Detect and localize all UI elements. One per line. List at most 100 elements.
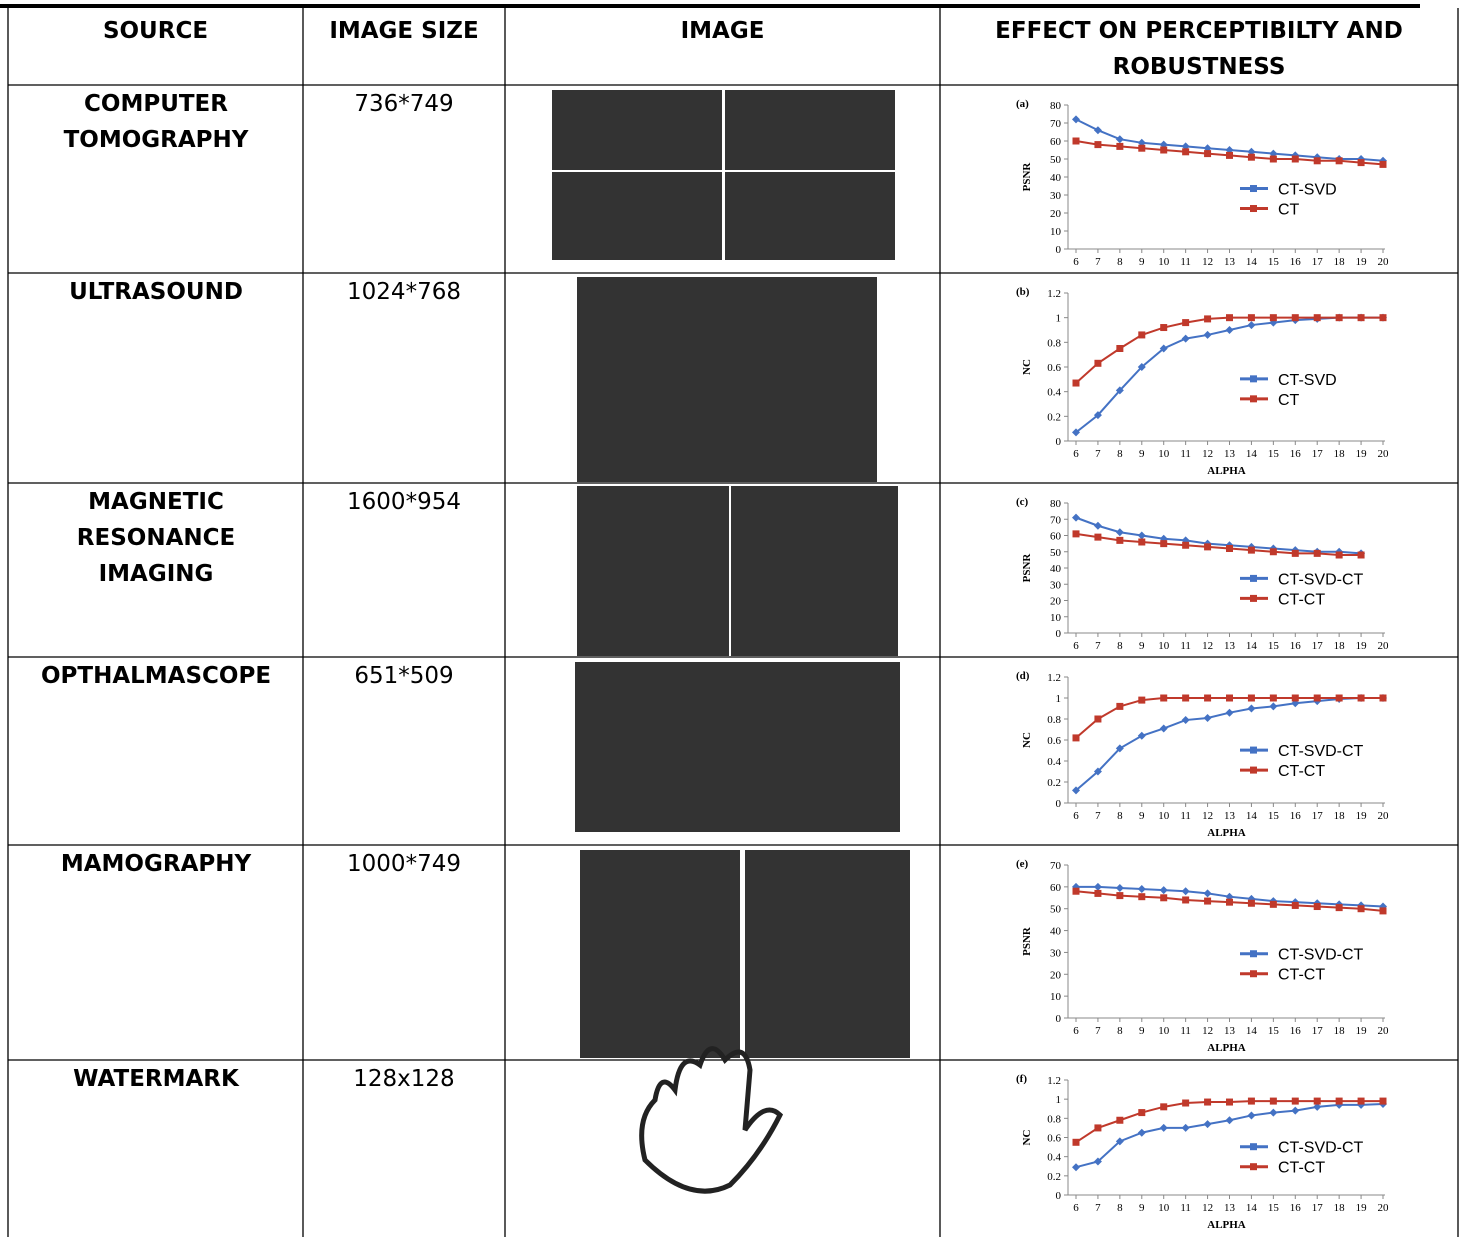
legend-label: CT-SVD-CT	[1278, 1140, 1364, 1157]
y-tick-label: 60	[1050, 882, 1062, 894]
point	[1248, 547, 1255, 554]
point	[1138, 539, 1145, 546]
y-tick-label: 0.8	[1047, 1113, 1061, 1125]
x-tick-label: 10	[1158, 810, 1170, 822]
point	[1072, 514, 1080, 522]
point	[1182, 896, 1189, 903]
x-tick-label: 7	[1095, 640, 1101, 652]
legend-label: CT-CT	[1278, 591, 1325, 608]
point	[1116, 345, 1123, 352]
y-tick-label: 0.2	[1047, 411, 1061, 423]
point	[1226, 709, 1234, 717]
point	[1314, 903, 1321, 910]
source-cell: MAMOGRAPHY	[61, 851, 252, 877]
legend-marker	[1250, 575, 1257, 582]
chart-label: (c)	[1016, 496, 1029, 508]
chart-label: (d)	[1016, 670, 1030, 682]
point	[1094, 126, 1102, 134]
x-tick-label: 10	[1158, 256, 1170, 268]
point	[1138, 1109, 1145, 1116]
x-tick-label: 19	[1356, 1202, 1368, 1214]
point	[1160, 886, 1168, 894]
legend-marker	[1250, 767, 1257, 774]
point	[1314, 157, 1321, 164]
x-tick-label: 16	[1290, 640, 1302, 652]
header-cell: IMAGE SIZE	[329, 18, 478, 44]
point	[1116, 703, 1123, 710]
x-tick-label: 18	[1334, 810, 1346, 822]
x-tick-label: 13	[1224, 810, 1236, 822]
y-tick-label: 10	[1050, 991, 1062, 1003]
x-tick-label: 11	[1180, 1025, 1191, 1037]
x-tick-label: 20	[1378, 640, 1390, 652]
x-tick-label: 17	[1312, 448, 1324, 460]
x-tick-label: 9	[1139, 640, 1145, 652]
point	[1292, 314, 1299, 321]
x-tick-label: 20	[1378, 256, 1390, 268]
x-tick-label: 20	[1378, 1202, 1390, 1214]
x-tick-label: 11	[1180, 640, 1191, 652]
y-tick-label: 1.2	[1047, 288, 1061, 300]
point	[1204, 1099, 1211, 1106]
x-tick-label: 9	[1139, 810, 1145, 822]
x-tick-label: 7	[1095, 1025, 1101, 1037]
x-tick-label: 6	[1073, 640, 1079, 652]
y-tick-label: 0	[1056, 244, 1062, 256]
point	[1138, 532, 1146, 540]
point	[1204, 543, 1211, 550]
legend-label: CT-SVD-CT	[1278, 571, 1364, 588]
x-tick-label: 15	[1268, 810, 1280, 822]
x-tick-label: 12	[1202, 810, 1213, 822]
legend-marker	[1250, 747, 1257, 754]
x-tick-label: 8	[1117, 1202, 1123, 1214]
point	[1182, 319, 1189, 326]
x-tick-label: 6	[1073, 810, 1079, 822]
x-tick-label: 13	[1224, 448, 1236, 460]
point	[1182, 542, 1189, 549]
point	[1226, 152, 1233, 159]
y-tick-label: 0	[1056, 436, 1062, 448]
y-axis-label: NC	[1021, 359, 1033, 375]
image-placeholder	[577, 486, 729, 656]
point	[1182, 335, 1190, 343]
x-tick-label: 14	[1246, 448, 1258, 460]
point	[1094, 522, 1102, 530]
point	[1094, 883, 1102, 891]
point	[1248, 900, 1255, 907]
chart-label: (b)	[1016, 286, 1030, 298]
x-tick-label: 18	[1334, 640, 1346, 652]
x-tick-label: 7	[1095, 448, 1101, 460]
point	[1358, 695, 1365, 702]
x-tick-label: 20	[1378, 810, 1390, 822]
size-cell: 736*749	[354, 91, 453, 117]
x-tick-label: 14	[1246, 810, 1258, 822]
x-tick-label: 6	[1073, 1025, 1079, 1037]
x-tick-label: 11	[1180, 810, 1191, 822]
point	[1380, 314, 1387, 321]
point	[1358, 552, 1365, 559]
point	[1116, 528, 1124, 536]
x-tick-label: 12	[1202, 1202, 1213, 1214]
x-tick-label: 9	[1139, 448, 1145, 460]
point	[1204, 1120, 1212, 1128]
point	[1380, 695, 1387, 702]
header-cell: IMAGE	[681, 18, 765, 44]
y-tick-label: 50	[1050, 154, 1062, 166]
point	[1380, 161, 1387, 168]
x-tick-label: 15	[1268, 640, 1280, 652]
y-tick-label: 0.8	[1047, 714, 1061, 726]
point	[1358, 314, 1365, 321]
point	[1270, 314, 1277, 321]
legend-marker	[1250, 375, 1257, 382]
source-cell: RESONANCE	[77, 525, 235, 551]
point	[1160, 695, 1167, 702]
point	[1226, 695, 1233, 702]
y-tick-label: 0.4	[1047, 756, 1061, 768]
y-tick-label: 1.2	[1047, 1075, 1061, 1087]
x-tick-label: 13	[1224, 1025, 1236, 1037]
x-tick-label: 12	[1202, 1025, 1213, 1037]
y-tick-label: 0.4	[1047, 1152, 1061, 1164]
y-tick-label: 50	[1050, 547, 1062, 559]
x-tick-label: 16	[1290, 256, 1302, 268]
top-rule	[0, 4, 1420, 8]
